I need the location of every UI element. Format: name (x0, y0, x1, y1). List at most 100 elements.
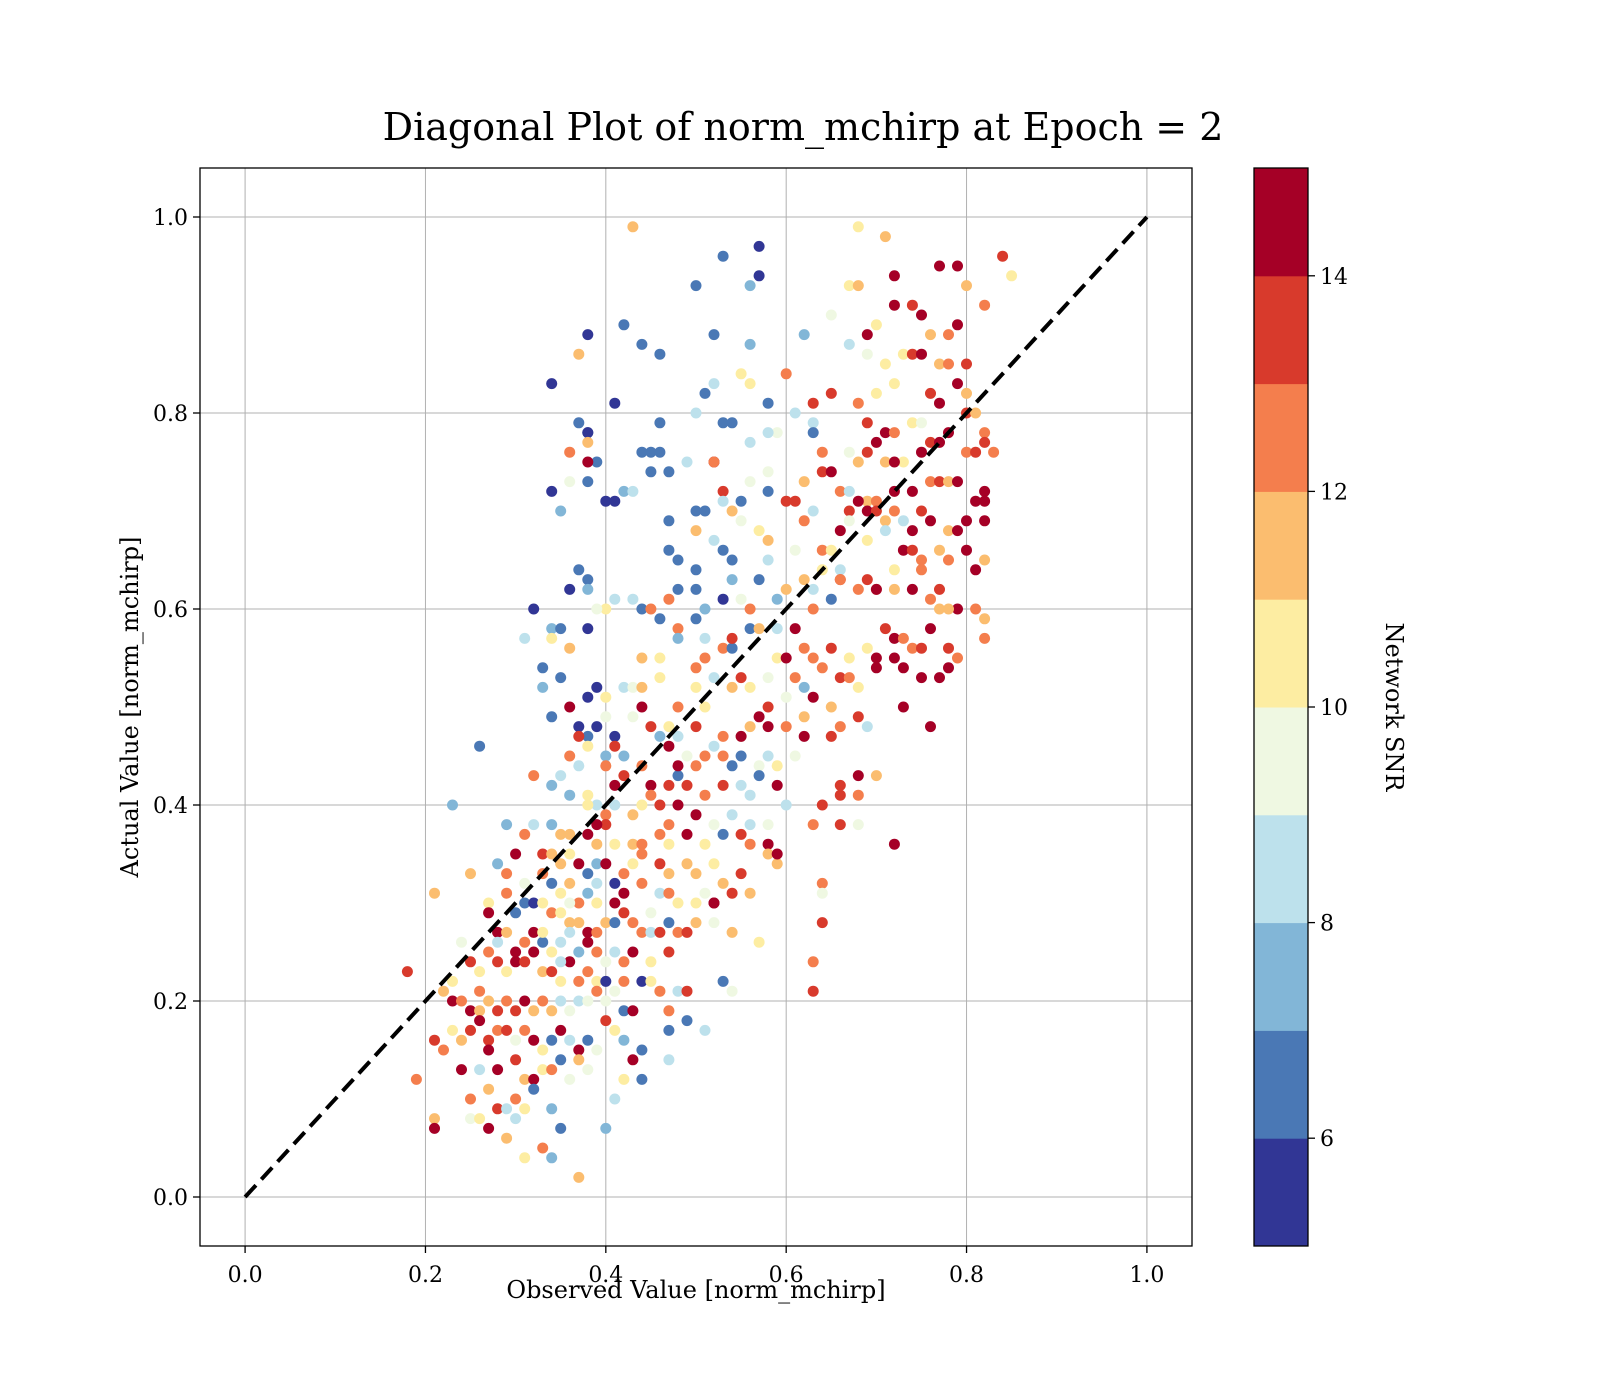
data-point (934, 544, 945, 556)
data-point (952, 652, 963, 664)
colorbar-ticks: 6 8 10 12 14 (1308, 265, 1348, 1152)
data-point (843, 485, 855, 497)
data-point (591, 681, 603, 693)
data-point (798, 730, 810, 742)
data-point (717, 975, 729, 987)
data-point (654, 613, 666, 625)
data-point (762, 819, 774, 831)
data-point (843, 652, 855, 664)
data-point (609, 397, 621, 409)
colorbar-segment (1254, 599, 1308, 708)
data-point (501, 868, 513, 880)
data-point (492, 936, 504, 948)
data-point (762, 701, 774, 713)
colorbar-tick-label: 14 (1320, 265, 1348, 290)
data-point (483, 1122, 495, 1134)
data-point (771, 760, 783, 772)
data-point (816, 887, 828, 899)
data-point (537, 848, 549, 860)
data-point (573, 975, 585, 987)
data-point (925, 436, 936, 448)
data-point (636, 877, 648, 889)
data-point (798, 711, 810, 723)
data-point (798, 329, 810, 341)
data-point (564, 1005, 576, 1017)
data-point (834, 819, 846, 831)
data-point (447, 1024, 458, 1036)
data-point (645, 446, 657, 458)
data-point (852, 280, 864, 292)
data-point (934, 358, 945, 370)
data-point (925, 329, 936, 341)
data-point (654, 858, 666, 870)
data-point (717, 877, 729, 889)
data-point (762, 672, 774, 684)
data-point (916, 554, 927, 566)
data-point (744, 378, 756, 390)
data-point (663, 721, 675, 733)
data-point (897, 456, 909, 468)
data-point (816, 662, 828, 674)
data-point (708, 897, 720, 909)
data-point (672, 760, 684, 772)
data-point (925, 387, 936, 399)
data-point (429, 1113, 440, 1125)
data-point (735, 368, 747, 380)
data-point (528, 603, 540, 615)
data-point (681, 456, 693, 468)
data-point (852, 456, 864, 468)
data-point (807, 397, 819, 409)
data-point (573, 1171, 585, 1183)
data-point (564, 583, 576, 595)
data-point (609, 1093, 621, 1105)
data-point (961, 280, 972, 292)
data-point (483, 1083, 495, 1095)
data-point (618, 319, 630, 331)
y-tick-label: 0.0 (153, 1186, 188, 1211)
data-point (879, 231, 891, 243)
data-point (708, 858, 720, 870)
data-point (952, 378, 963, 390)
data-point (582, 476, 594, 488)
data-point (591, 1044, 603, 1056)
data-point (681, 1015, 693, 1027)
data-point (906, 525, 918, 537)
data-point (627, 917, 639, 929)
data-point (564, 1073, 576, 1085)
data-point (663, 887, 675, 899)
data-point (961, 515, 972, 527)
data-point (943, 642, 954, 654)
data-point (726, 632, 738, 644)
data-point (825, 544, 837, 556)
colorbar-segment (1254, 1138, 1308, 1247)
data-point (609, 779, 621, 791)
y-tick-label: 0.8 (153, 402, 188, 427)
data-point (943, 476, 954, 488)
data-point (654, 417, 666, 429)
data-point (708, 456, 720, 468)
data-point (717, 593, 729, 605)
data-point (744, 338, 756, 350)
data-point (582, 926, 594, 938)
data-point (943, 603, 954, 615)
data-point (699, 1024, 711, 1036)
data-point (807, 691, 819, 703)
data-point (465, 1005, 476, 1017)
data-point (690, 583, 702, 595)
data-point (510, 1005, 522, 1017)
data-point (897, 544, 909, 556)
data-point (735, 730, 747, 742)
data-point (807, 505, 819, 517)
data-point (600, 691, 612, 703)
data-point (645, 466, 657, 478)
data-point (564, 926, 576, 938)
data-point (789, 672, 801, 684)
data-point (717, 828, 729, 840)
data-point (672, 623, 684, 635)
data-point (618, 485, 630, 497)
data-point (510, 1054, 522, 1066)
data-point (916, 672, 927, 684)
data-point (591, 603, 603, 615)
data-point (699, 387, 711, 399)
data-point (861, 446, 873, 458)
